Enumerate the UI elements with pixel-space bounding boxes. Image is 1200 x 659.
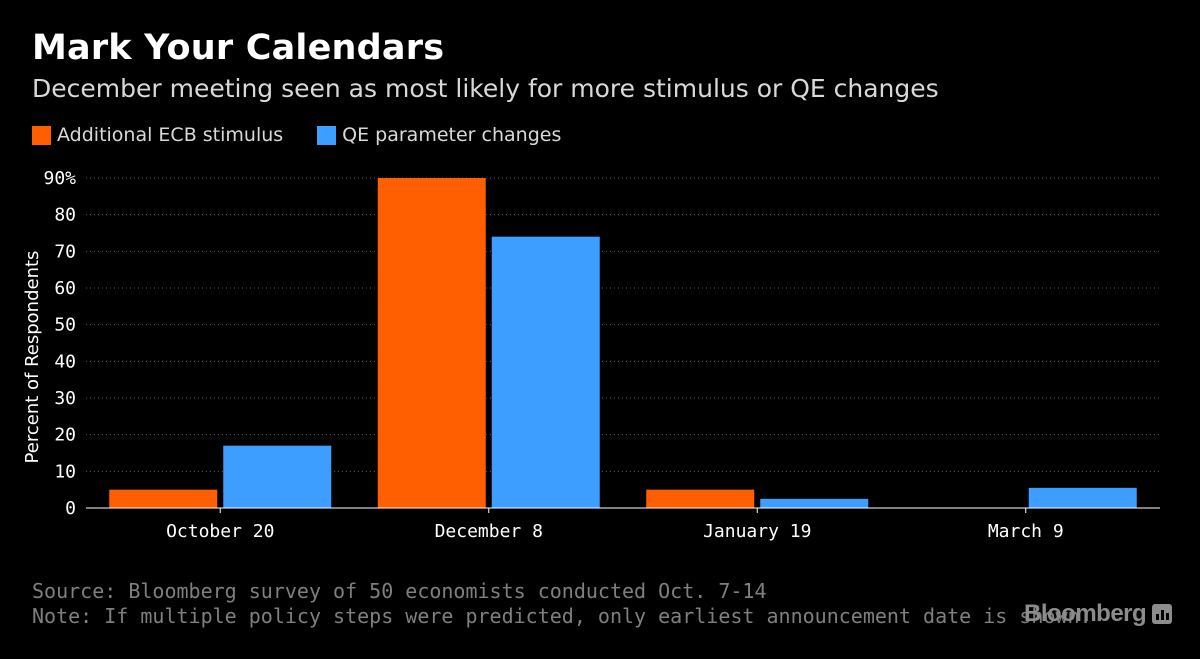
- bar-qe: [223, 445, 332, 508]
- footnote: Note: If multiple policy steps were pred…: [32, 604, 1092, 628]
- y-tick-label: 0: [65, 498, 76, 519]
- source-note: Source: Bloomberg survey of 50 economist…: [32, 579, 767, 603]
- y-tick-label: 30: [54, 388, 76, 409]
- bar-qe: [491, 236, 600, 508]
- y-tick-label: 50: [54, 315, 76, 336]
- bar-stimulus: [646, 489, 755, 508]
- legend-label-stimulus: Additional ECB stimulus: [57, 124, 284, 146]
- x-tick-label: March 9: [988, 521, 1064, 542]
- legend-item-qe: QE parameter changes: [317, 124, 561, 146]
- legend-swatch-stimulus: [32, 125, 51, 145]
- y-tick-label: 60: [54, 278, 76, 299]
- bar-qe: [760, 498, 869, 508]
- x-tick-label: January 19: [703, 521, 811, 542]
- y-tick-label: 40: [54, 351, 76, 372]
- x-tick-label: December 8: [435, 521, 543, 542]
- brand-name: Bloomberg: [1024, 600, 1147, 627]
- bar-qe: [1028, 487, 1137, 508]
- bar-stimulus: [109, 489, 218, 508]
- bloomberg-chart-icon: [1152, 604, 1173, 624]
- y-axis-label: Percent of Respondents: [22, 251, 43, 464]
- legend-label-qe: QE parameter changes: [342, 124, 562, 146]
- y-tick-label: 70: [54, 241, 76, 262]
- bar-stimulus: [377, 178, 486, 508]
- legend-item-stimulus: Additional ECB stimulus: [32, 124, 283, 146]
- chart-title: Mark Your Calendars: [32, 28, 445, 68]
- y-tick-label: 20: [54, 425, 76, 446]
- x-tick-label: October 20: [166, 521, 274, 542]
- y-tick-label: 80: [54, 205, 76, 226]
- bloomberg-logo: Bloomberg: [1024, 600, 1173, 628]
- legend: Additional ECB stimulus QE parameter cha…: [32, 124, 595, 146]
- chart-subtitle: December meeting seen as most likely for…: [32, 74, 939, 103]
- y-tick-label: 90%: [43, 168, 76, 189]
- legend-swatch-qe: [317, 125, 337, 145]
- y-tick-label: 10: [54, 461, 76, 482]
